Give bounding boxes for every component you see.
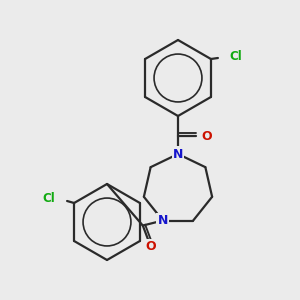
Text: O: O [146,240,156,253]
Text: Cl: Cl [42,193,55,206]
Text: N: N [173,148,183,160]
Text: N: N [173,148,183,160]
Text: O: O [201,130,211,142]
Text: Cl: Cl [229,50,242,64]
Text: N: N [158,214,168,227]
